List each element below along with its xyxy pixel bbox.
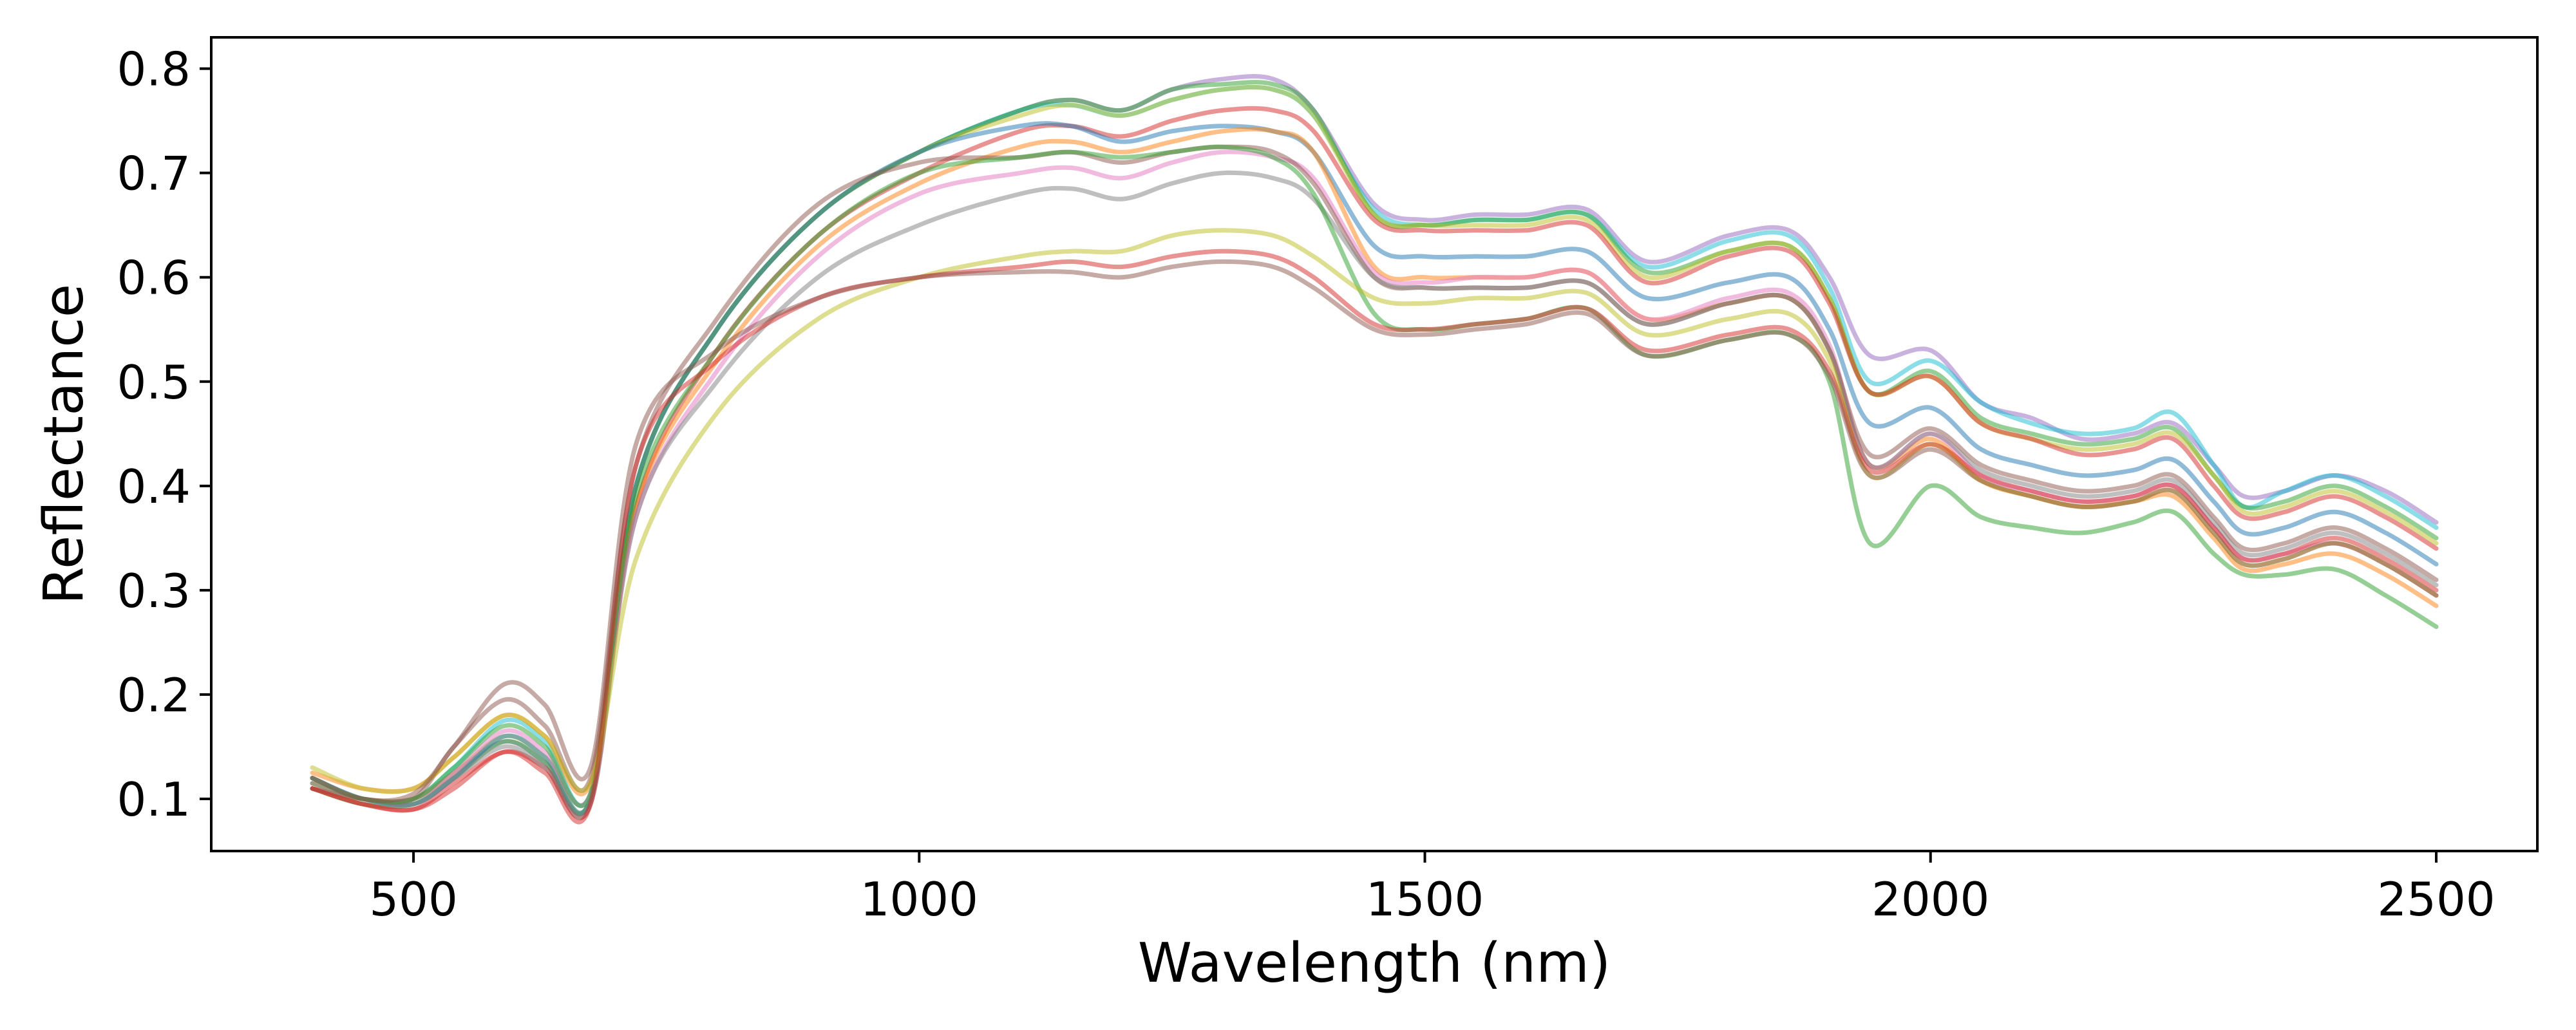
x-tick-label: 500 (369, 872, 457, 926)
y-tick-label: 0.4 (117, 460, 191, 514)
x-axis-ticks: 500 1000 1500 2000 2500 (369, 851, 2496, 926)
y-axis-ticks: 0.1 0.2 0.3 0.4 0.5 0.6 0.7 0.8 (117, 42, 211, 827)
x-tick-label: 2500 (2377, 872, 2495, 926)
spectrum-line-13 (310, 248, 2439, 825)
x-axis-label: Wavelength (nm) (1138, 932, 1611, 995)
plot-frame (210, 36, 2539, 852)
y-tick-label: 0.5 (117, 355, 191, 409)
y-tick-label: 0.3 (117, 564, 191, 618)
y-tick-label: 0.2 (117, 668, 191, 722)
y-tick-label: 0.1 (117, 772, 191, 827)
y-axis-label: Reflectance (32, 284, 96, 604)
y-tick-label: 0.6 (117, 251, 191, 305)
spectrum-line-14 (310, 259, 2439, 803)
x-tick-label: 1500 (1366, 872, 1484, 926)
series-layer (310, 74, 2439, 825)
y-tick-label: 0.7 (117, 147, 191, 201)
x-tick-label: 1000 (860, 872, 978, 926)
x-tick-label: 2000 (1871, 872, 1989, 926)
y-tick-label: 0.8 (117, 42, 191, 97)
